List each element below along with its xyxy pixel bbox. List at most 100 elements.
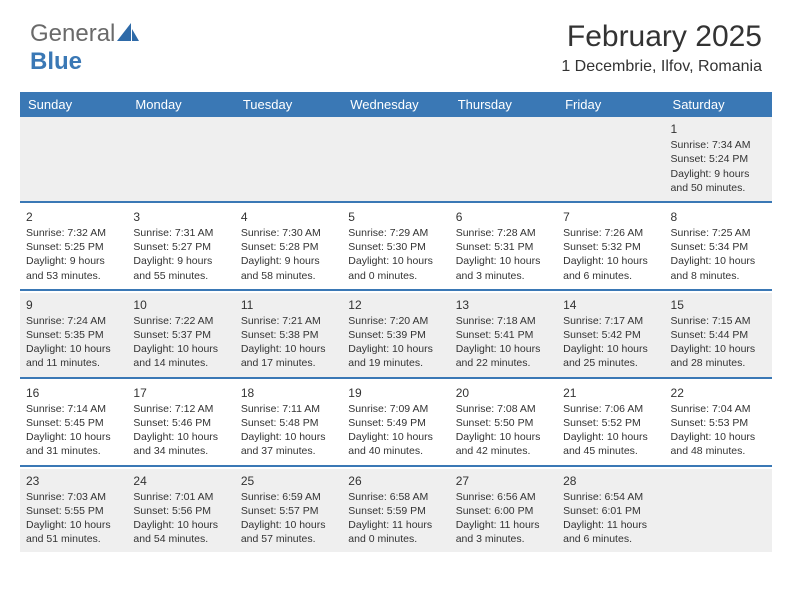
- logo-text-1: General: [30, 20, 115, 48]
- daylight-text: Daylight: 10 hours and 0 minutes.: [348, 254, 443, 282]
- day-number: 25: [241, 473, 336, 489]
- sunrise-text: Sunrise: 7:06 AM: [563, 402, 658, 416]
- day-number: 11: [241, 297, 336, 313]
- daylight-text: Daylight: 10 hours and 22 minutes.: [456, 342, 551, 370]
- daylight-text: Daylight: 10 hours and 42 minutes.: [456, 430, 551, 458]
- weekday-header: Monday: [127, 92, 234, 117]
- day-number: 28: [563, 473, 658, 489]
- daylight-text: Daylight: 10 hours and 37 minutes.: [241, 430, 336, 458]
- header: General February 2025 1 Decembrie, Ilfov…: [0, 0, 792, 84]
- day-number: 9: [26, 297, 121, 313]
- sunrise-text: Sunrise: 7:09 AM: [348, 402, 443, 416]
- sunrise-text: Sunrise: 7:28 AM: [456, 226, 551, 240]
- calendar-day-cell: 7Sunrise: 7:26 AMSunset: 5:32 PMDaylight…: [557, 205, 664, 290]
- sunset-text: Sunset: 5:57 PM: [241, 504, 336, 518]
- sunrise-text: Sunrise: 7:24 AM: [26, 314, 121, 328]
- sunrise-text: Sunrise: 7:32 AM: [26, 226, 121, 240]
- calendar-week-row: 23Sunrise: 7:03 AMSunset: 5:55 PMDayligh…: [20, 469, 772, 553]
- title-block: February 2025 1 Decembrie, Ilfov, Romani…: [561, 20, 762, 76]
- sunset-text: Sunset: 5:30 PM: [348, 240, 443, 254]
- sunset-text: Sunset: 5:32 PM: [563, 240, 658, 254]
- day-number: 16: [26, 385, 121, 401]
- calendar-day-cell: 14Sunrise: 7:17 AMSunset: 5:42 PMDayligh…: [557, 293, 664, 378]
- calendar-day-cell: 6Sunrise: 7:28 AMSunset: 5:31 PMDaylight…: [450, 205, 557, 290]
- weekday-header: Tuesday: [235, 92, 342, 117]
- sunset-text: Sunset: 5:49 PM: [348, 416, 443, 430]
- daylight-text: Daylight: 11 hours and 3 minutes.: [456, 518, 551, 546]
- calendar-day-cell: 9Sunrise: 7:24 AMSunset: 5:35 PMDaylight…: [20, 293, 127, 378]
- calendar-day-cell: [235, 117, 342, 202]
- sunrise-text: Sunrise: 7:01 AM: [133, 490, 228, 504]
- daylight-text: Daylight: 9 hours and 50 minutes.: [671, 167, 766, 195]
- sunset-text: Sunset: 5:46 PM: [133, 416, 228, 430]
- calendar-day-cell: [557, 117, 664, 202]
- daylight-text: Daylight: 10 hours and 54 minutes.: [133, 518, 228, 546]
- calendar-day-cell: 10Sunrise: 7:22 AMSunset: 5:37 PMDayligh…: [127, 293, 234, 378]
- daylight-text: Daylight: 10 hours and 19 minutes.: [348, 342, 443, 370]
- day-number: 24: [133, 473, 228, 489]
- calendar-day-cell: [342, 117, 449, 202]
- sunrise-text: Sunrise: 7:30 AM: [241, 226, 336, 240]
- daylight-text: Daylight: 10 hours and 34 minutes.: [133, 430, 228, 458]
- calendar-day-cell: 22Sunrise: 7:04 AMSunset: 5:53 PMDayligh…: [665, 381, 772, 466]
- sunrise-text: Sunrise: 7:34 AM: [671, 138, 766, 152]
- sunset-text: Sunset: 5:44 PM: [671, 328, 766, 342]
- calendar-day-cell: 11Sunrise: 7:21 AMSunset: 5:38 PMDayligh…: [235, 293, 342, 378]
- calendar-body: 1Sunrise: 7:34 AMSunset: 5:24 PMDaylight…: [20, 117, 772, 552]
- day-number: 5: [348, 209, 443, 225]
- day-number: 3: [133, 209, 228, 225]
- sunset-text: Sunset: 5:31 PM: [456, 240, 551, 254]
- calendar-day-cell: 16Sunrise: 7:14 AMSunset: 5:45 PMDayligh…: [20, 381, 127, 466]
- daylight-text: Daylight: 10 hours and 8 minutes.: [671, 254, 766, 282]
- sunset-text: Sunset: 5:37 PM: [133, 328, 228, 342]
- sunset-text: Sunset: 5:55 PM: [26, 504, 121, 518]
- day-number: 15: [671, 297, 766, 313]
- sunset-text: Sunset: 5:42 PM: [563, 328, 658, 342]
- day-number: 12: [348, 297, 443, 313]
- weekday-header: Wednesday: [342, 92, 449, 117]
- logo: General: [30, 20, 139, 48]
- sunset-text: Sunset: 5:52 PM: [563, 416, 658, 430]
- sunrise-text: Sunrise: 7:03 AM: [26, 490, 121, 504]
- day-number: 2: [26, 209, 121, 225]
- daylight-text: Daylight: 10 hours and 17 minutes.: [241, 342, 336, 370]
- calendar-day-cell: 25Sunrise: 6:59 AMSunset: 5:57 PMDayligh…: [235, 469, 342, 553]
- day-number: 19: [348, 385, 443, 401]
- weekday-header: Sunday: [20, 92, 127, 117]
- sunrise-text: Sunrise: 7:21 AM: [241, 314, 336, 328]
- calendar-table: Sunday Monday Tuesday Wednesday Thursday…: [20, 92, 772, 552]
- weekday-header: Saturday: [665, 92, 772, 117]
- daylight-text: Daylight: 11 hours and 6 minutes.: [563, 518, 658, 546]
- weekday-header-row: Sunday Monday Tuesday Wednesday Thursday…: [20, 92, 772, 117]
- sunrise-text: Sunrise: 7:04 AM: [671, 402, 766, 416]
- sunrise-text: Sunrise: 7:20 AM: [348, 314, 443, 328]
- daylight-text: Daylight: 10 hours and 45 minutes.: [563, 430, 658, 458]
- calendar-day-cell: [450, 117, 557, 202]
- day-number: 22: [671, 385, 766, 401]
- day-number: 7: [563, 209, 658, 225]
- sunrise-text: Sunrise: 6:59 AM: [241, 490, 336, 504]
- day-number: 1: [671, 121, 766, 137]
- daylight-text: Daylight: 10 hours and 48 minutes.: [671, 430, 766, 458]
- daylight-text: Daylight: 10 hours and 28 minutes.: [671, 342, 766, 370]
- calendar-day-cell: 3Sunrise: 7:31 AMSunset: 5:27 PMDaylight…: [127, 205, 234, 290]
- calendar-day-cell: 5Sunrise: 7:29 AMSunset: 5:30 PMDaylight…: [342, 205, 449, 290]
- daylight-text: Daylight: 10 hours and 3 minutes.: [456, 254, 551, 282]
- day-number: 8: [671, 209, 766, 225]
- calendar-day-cell: 26Sunrise: 6:58 AMSunset: 5:59 PMDayligh…: [342, 469, 449, 553]
- sunset-text: Sunset: 5:38 PM: [241, 328, 336, 342]
- day-number: 21: [563, 385, 658, 401]
- calendar-day-cell: 8Sunrise: 7:25 AMSunset: 5:34 PMDaylight…: [665, 205, 772, 290]
- calendar-week-row: 2Sunrise: 7:32 AMSunset: 5:25 PMDaylight…: [20, 205, 772, 290]
- calendar-day-cell: 1Sunrise: 7:34 AMSunset: 5:24 PMDaylight…: [665, 117, 772, 202]
- daylight-text: Daylight: 10 hours and 14 minutes.: [133, 342, 228, 370]
- sunset-text: Sunset: 6:01 PM: [563, 504, 658, 518]
- calendar-day-cell: [20, 117, 127, 202]
- day-number: 13: [456, 297, 551, 313]
- calendar-day-cell: 18Sunrise: 7:11 AMSunset: 5:48 PMDayligh…: [235, 381, 342, 466]
- calendar-day-cell: 21Sunrise: 7:06 AMSunset: 5:52 PMDayligh…: [557, 381, 664, 466]
- calendar-day-cell: 28Sunrise: 6:54 AMSunset: 6:01 PMDayligh…: [557, 469, 664, 553]
- day-number: 20: [456, 385, 551, 401]
- sunrise-text: Sunrise: 7:25 AM: [671, 226, 766, 240]
- sunset-text: Sunset: 5:56 PM: [133, 504, 228, 518]
